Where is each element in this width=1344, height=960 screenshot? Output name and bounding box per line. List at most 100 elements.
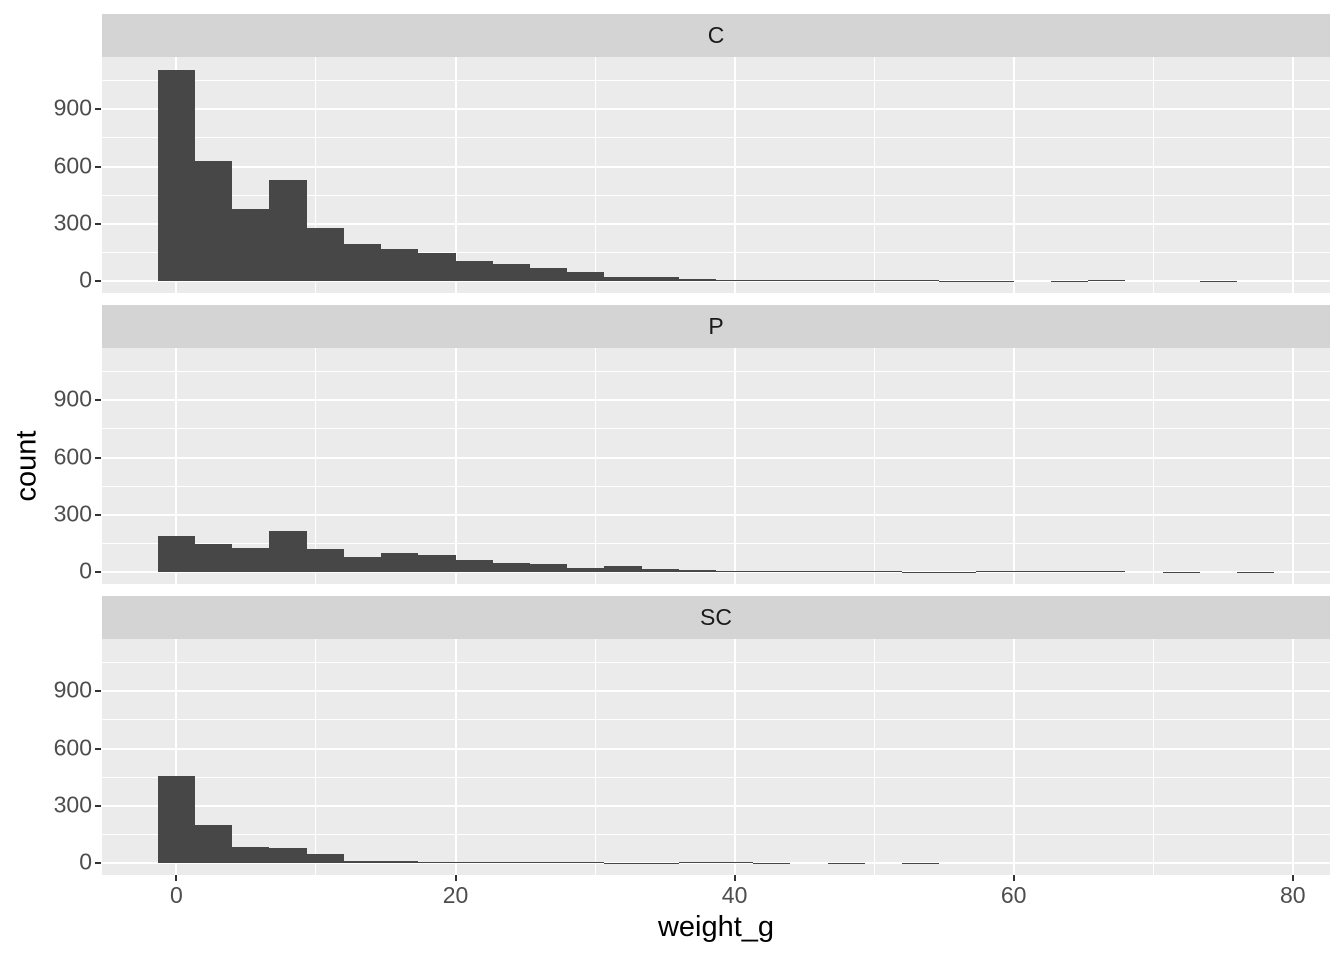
x-tick-label: 20	[442, 882, 469, 908]
histogram-bar	[343, 860, 382, 863]
y-tick-label: 300	[53, 500, 92, 527]
x-axis-title: weight_g	[657, 911, 775, 943]
gridline-minor-vertical	[594, 639, 596, 875]
gridline-minor-horizontal	[102, 542, 1330, 544]
histogram-bar	[418, 253, 456, 281]
gridline-minor-horizontal	[102, 371, 1330, 373]
histogram-bar	[157, 535, 195, 572]
histogram-bar	[529, 563, 568, 572]
histogram-bar	[604, 566, 642, 572]
facet-panel-c	[102, 57, 1330, 293]
gridline-minor-horizontal	[102, 485, 1330, 487]
gridline-major-vertical	[1291, 57, 1294, 293]
y-tick-label: 900	[53, 676, 92, 703]
histogram-bar	[455, 861, 493, 863]
gridline-major-vertical	[1291, 639, 1294, 875]
histogram-bar	[604, 276, 642, 281]
x-tick-label: 80	[1279, 882, 1306, 908]
y-tick-label: 0	[79, 848, 92, 875]
y-tick-label: 600	[53, 734, 92, 761]
facet-strip-c: C	[102, 14, 1330, 57]
x-tick-mark	[1291, 875, 1294, 881]
histogram-bar	[492, 264, 530, 281]
histogram-bar	[195, 161, 233, 281]
y-tick-mark	[95, 747, 101, 750]
y-tick-label: 600	[53, 152, 92, 179]
facet-strip-label: C	[707, 22, 725, 48]
gridline-major-vertical	[733, 57, 736, 293]
y-tick-mark	[95, 513, 101, 516]
x-tick-label: 0	[170, 882, 183, 908]
histogram-bar	[1088, 571, 1126, 572]
gridline-minor-vertical	[1152, 348, 1154, 584]
y-tick-label: 300	[53, 791, 92, 818]
y-tick-mark	[95, 399, 101, 402]
histogram-bar	[492, 563, 530, 572]
gridline-major-vertical	[733, 348, 736, 584]
facet-panel-p	[102, 348, 1330, 584]
histogram-bar	[492, 862, 530, 863]
gridline-major-horizontal	[102, 513, 1330, 516]
histogram-bar	[269, 847, 307, 863]
histogram-bar	[790, 280, 828, 281]
gridline-major-horizontal	[102, 399, 1330, 402]
gridline-minor-horizontal	[102, 833, 1330, 835]
histogram-bar	[381, 553, 419, 572]
gridline-major-horizontal	[102, 222, 1330, 225]
gridline-major-vertical	[1012, 57, 1015, 293]
gridline-minor-vertical	[315, 57, 317, 293]
histogram-bar	[418, 861, 456, 863]
gridline-major-vertical	[454, 639, 457, 875]
gridline-minor-vertical	[594, 348, 596, 584]
gridline-major-horizontal	[102, 570, 1330, 573]
gridline-minor-vertical	[315, 348, 317, 584]
gridline-minor-vertical	[1152, 639, 1154, 875]
gridline-major-horizontal	[102, 165, 1330, 168]
histogram-bar	[306, 227, 344, 281]
gridline-minor-vertical	[315, 639, 317, 875]
histogram-bar	[232, 846, 270, 863]
histogram-bar	[716, 279, 754, 281]
gridline-minor-horizontal	[102, 776, 1330, 778]
gridline-major-vertical	[175, 639, 178, 875]
histogram-bar	[529, 268, 568, 281]
facet-strip-p: P	[102, 305, 1330, 348]
x-tick-label: 40	[721, 882, 748, 908]
histogram-bar	[269, 531, 307, 572]
facet-strip-label: SC	[700, 604, 732, 630]
y-tick-mark	[95, 804, 101, 807]
y-tick-mark	[95, 108, 101, 111]
gridline-major-horizontal	[102, 747, 1330, 750]
x-tick-label: 60	[1000, 882, 1027, 908]
gridline-major-vertical	[1291, 348, 1294, 584]
gridline-minor-vertical	[873, 348, 875, 584]
gridline-minor-horizontal	[102, 194, 1330, 196]
y-tick-mark	[95, 861, 101, 864]
gridline-major-vertical	[454, 348, 457, 584]
y-tick-label: 900	[53, 385, 92, 412]
x-tick-mark	[1012, 875, 1015, 881]
gridline-minor-horizontal	[102, 662, 1330, 664]
histogram-bar	[381, 860, 419, 863]
histogram-bar	[678, 278, 716, 281]
x-tick-mark	[175, 875, 178, 881]
histogram-bar	[678, 862, 716, 863]
y-tick-mark	[95, 456, 101, 459]
gridline-minor-horizontal	[102, 251, 1330, 253]
gridline-major-vertical	[175, 348, 178, 584]
histogram-bar	[455, 261, 493, 281]
histogram-bar	[157, 776, 195, 863]
histogram-bar	[418, 555, 456, 572]
y-tick-label: 600	[53, 443, 92, 470]
facet-strip-label: P	[708, 313, 724, 339]
histogram-bar	[306, 854, 344, 863]
gridline-major-vertical	[1012, 639, 1015, 875]
gridline-major-horizontal	[102, 861, 1330, 864]
gridline-minor-horizontal	[102, 80, 1330, 82]
histogram-bar	[195, 824, 233, 863]
y-tick-mark	[95, 570, 101, 573]
histogram-bar	[678, 570, 716, 572]
histogram-bar	[827, 280, 865, 281]
gridline-major-horizontal	[102, 456, 1330, 459]
